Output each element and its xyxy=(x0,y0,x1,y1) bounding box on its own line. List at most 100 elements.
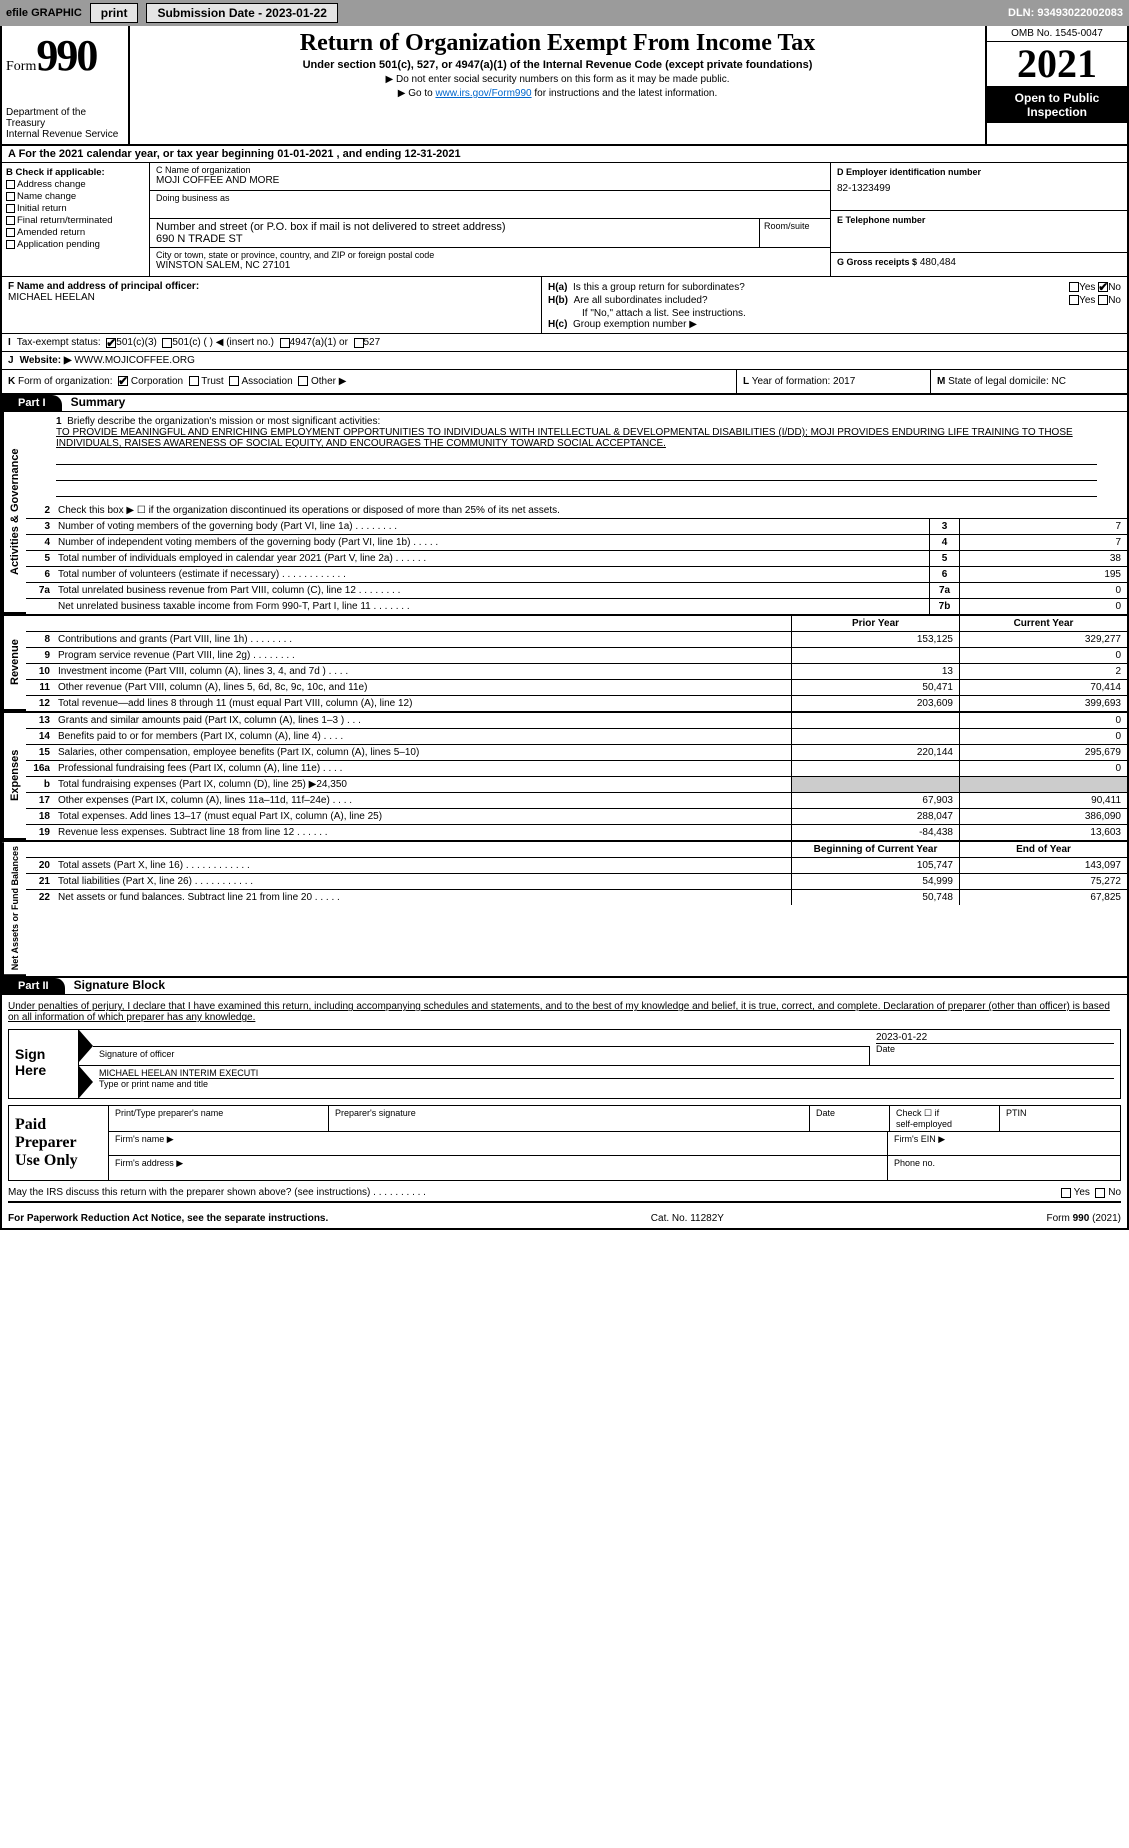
sig-date: 2023-01-22 xyxy=(876,1032,1114,1043)
chk-501c[interactable] xyxy=(162,338,172,348)
j-label: Website: ▶ xyxy=(20,355,72,366)
data-line: bTotal fundraising expenses (Part IX, co… xyxy=(26,777,1127,793)
dept-treasury: Department of the Treasury xyxy=(6,107,124,129)
chk-assoc[interactable] xyxy=(229,376,239,386)
irs-link[interactable]: www.irs.gov/Form990 xyxy=(435,88,531,99)
chk-4947[interactable] xyxy=(280,338,290,348)
data-line: 11Other revenue (Part VIII, column (A), … xyxy=(26,680,1127,696)
chk-other[interactable] xyxy=(298,376,308,386)
city-label: City or town, state or province, country… xyxy=(156,250,824,260)
tax-year: 2021 xyxy=(987,42,1127,87)
omb-number: OMB No. 1545-0047 xyxy=(987,26,1127,42)
dept-irs: Internal Revenue Service xyxy=(6,129,124,140)
efile-label: efile GRAPHIC xyxy=(6,7,82,19)
hb-note: If "No," attach a list. See instructions… xyxy=(548,308,1121,319)
print-button[interactable]: print xyxy=(90,3,139,23)
line-i-tax-status: I Tax-exempt status: 501(c)(3) 501(c) ( … xyxy=(2,334,1127,352)
form-subtitle: Under section 501(c), 527, or 4947(a)(1)… xyxy=(134,59,981,71)
footer-right: Form 990 (2021) xyxy=(1047,1213,1121,1224)
hc-row: H(c) Group exemption number ▶ xyxy=(548,319,1121,330)
gov-line: 4Number of independent voting members of… xyxy=(26,535,1127,551)
col-b-header: B Check if applicable: xyxy=(6,167,145,178)
addr-row: Number and street (or P.O. box if mail i… xyxy=(150,219,830,248)
rev-col-headers: Prior Year Current Year xyxy=(26,616,1127,632)
ein-row: D Employer identification number 82-1323… xyxy=(831,163,1127,211)
dba-label: Doing business as xyxy=(156,193,824,203)
net-assets-block: Net Assets or Fund Balances Beginning of… xyxy=(2,842,1127,978)
sig-name-label: Type or print name and title xyxy=(99,1078,1114,1089)
prep-firm-ein: Firm's EIN ▶ xyxy=(888,1132,1120,1155)
public-line1: Open to Public xyxy=(989,91,1125,105)
chk-initial[interactable]: Initial return xyxy=(6,203,145,214)
chk-trust[interactable] xyxy=(189,376,199,386)
chk-501c3[interactable] xyxy=(106,338,116,348)
prep-firm-name: Firm's name ▶ xyxy=(109,1132,888,1155)
sig-arrow-icon-2 xyxy=(79,1066,93,1098)
gross-row: G Gross receipts $ 480,484 xyxy=(831,253,1127,272)
discuss-yes[interactable] xyxy=(1061,1188,1071,1198)
discuss-no[interactable] xyxy=(1095,1188,1105,1198)
current-year-header: Current Year xyxy=(959,616,1127,631)
website-value: WWW.MOJICOFFEE.ORG xyxy=(74,355,195,366)
data-line: 21Total liabilities (Part X, line 26) . … xyxy=(26,874,1127,890)
preparer-title: Paid Preparer Use Only xyxy=(9,1106,109,1180)
room-label: Room/suite xyxy=(760,219,830,247)
gov-line: Net unrelated business taxable income fr… xyxy=(26,599,1127,614)
form-title: Return of Organization Exempt From Incom… xyxy=(134,30,981,57)
chk-amended[interactable]: Amended return xyxy=(6,227,145,238)
line-j-website: J Website: ▶ WWW.MOJICOFFEE.ORG xyxy=(2,352,1127,370)
begin-year-header: Beginning of Current Year xyxy=(791,842,959,857)
submission-date-button[interactable]: Submission Date - 2023-01-22 xyxy=(146,3,337,23)
col-d-ein: D Employer identification number 82-1323… xyxy=(831,163,1127,276)
note-post: for instructions and the latest informat… xyxy=(532,88,718,99)
ha-row: H(a) Is this a group return for subordin… xyxy=(548,282,1121,293)
chk-address[interactable]: Address change xyxy=(6,179,145,190)
row-a-tax-year: A For the 2021 calendar year, or tax yea… xyxy=(2,146,1127,163)
sign-here-table: Sign Here Signature of officer 2023-01-2… xyxy=(8,1029,1121,1099)
chk-corp[interactable] xyxy=(118,376,128,386)
tel-label: E Telephone number xyxy=(837,215,1121,225)
revenue-block: Revenue Prior Year Current Year 8Contrib… xyxy=(2,616,1127,713)
instructions-note: ▶ Go to www.irs.gov/Form990 for instruct… xyxy=(134,88,981,99)
data-line: 15Salaries, other compensation, employee… xyxy=(26,745,1127,761)
part-i-title: Summary xyxy=(71,395,126,409)
sig-declaration: Under penalties of perjury, I declare th… xyxy=(8,1001,1121,1023)
prep-date-label: Date xyxy=(810,1106,890,1131)
prep-selfemp: Check ☐ ifself-employed xyxy=(890,1106,1000,1131)
part-i-badge: Part I xyxy=(2,395,62,411)
chk-pending[interactable]: Application pending xyxy=(6,239,145,250)
sign-here-label: Sign Here xyxy=(9,1030,79,1098)
data-line: 16aProfessional fundraising fees (Part I… xyxy=(26,761,1127,777)
chk-final[interactable]: Final return/terminated xyxy=(6,215,145,226)
preparer-table: Paid Preparer Use Only Print/Type prepar… xyxy=(8,1105,1121,1181)
city-row: City or town, state or province, country… xyxy=(150,248,830,276)
gov-line: 7aTotal unrelated business revenue from … xyxy=(26,583,1127,599)
dba-row: Doing business as xyxy=(150,191,830,219)
ein-label: D Employer identification number xyxy=(837,167,1121,177)
end-year-header: End of Year xyxy=(959,842,1127,857)
i-tag: I xyxy=(8,337,11,348)
ssn-note: ▶ Do not enter social security numbers o… xyxy=(134,74,981,85)
ein-value: 82-1323499 xyxy=(837,183,1121,194)
vtab-net-assets: Net Assets or Fund Balances xyxy=(2,842,26,976)
gov-line: 2Check this box ▶ ☐ if the organization … xyxy=(26,503,1127,519)
mission-text: TO PROVIDE MEANINGFUL AND ENRICHING EMPL… xyxy=(56,427,1073,449)
chk-527[interactable] xyxy=(354,338,364,348)
discuss-row: May the IRS discuss this return with the… xyxy=(8,1187,1121,1203)
data-line: 22Net assets or fund balances. Subtract … xyxy=(26,890,1127,905)
gov-line: 6Total number of volunteers (estimate if… xyxy=(26,567,1127,583)
note-pre: ▶ Go to xyxy=(398,88,436,99)
line-m-state: M State of legal domicile: NC xyxy=(931,370,1127,393)
prep-sig-label: Preparer's signature xyxy=(329,1106,810,1131)
section-bcd: B Check if applicable: Address change Na… xyxy=(2,163,1127,277)
data-line: 19Revenue less expenses. Subtract line 1… xyxy=(26,825,1127,840)
prior-year-header: Prior Year xyxy=(791,616,959,631)
vtab-revenue: Revenue xyxy=(2,616,26,711)
prep-firm-addr: Firm's address ▶ xyxy=(109,1156,888,1180)
vtab-governance: Activities & Governance xyxy=(2,412,26,614)
addr-value: 690 N TRADE ST xyxy=(156,233,753,245)
dln-label: DLN: 93493022002083 xyxy=(1008,7,1123,19)
chk-name[interactable]: Name change xyxy=(6,191,145,202)
sig-officer-label: Signature of officer xyxy=(93,1046,870,1065)
gov-line: 3Number of voting members of the governi… xyxy=(26,519,1127,535)
